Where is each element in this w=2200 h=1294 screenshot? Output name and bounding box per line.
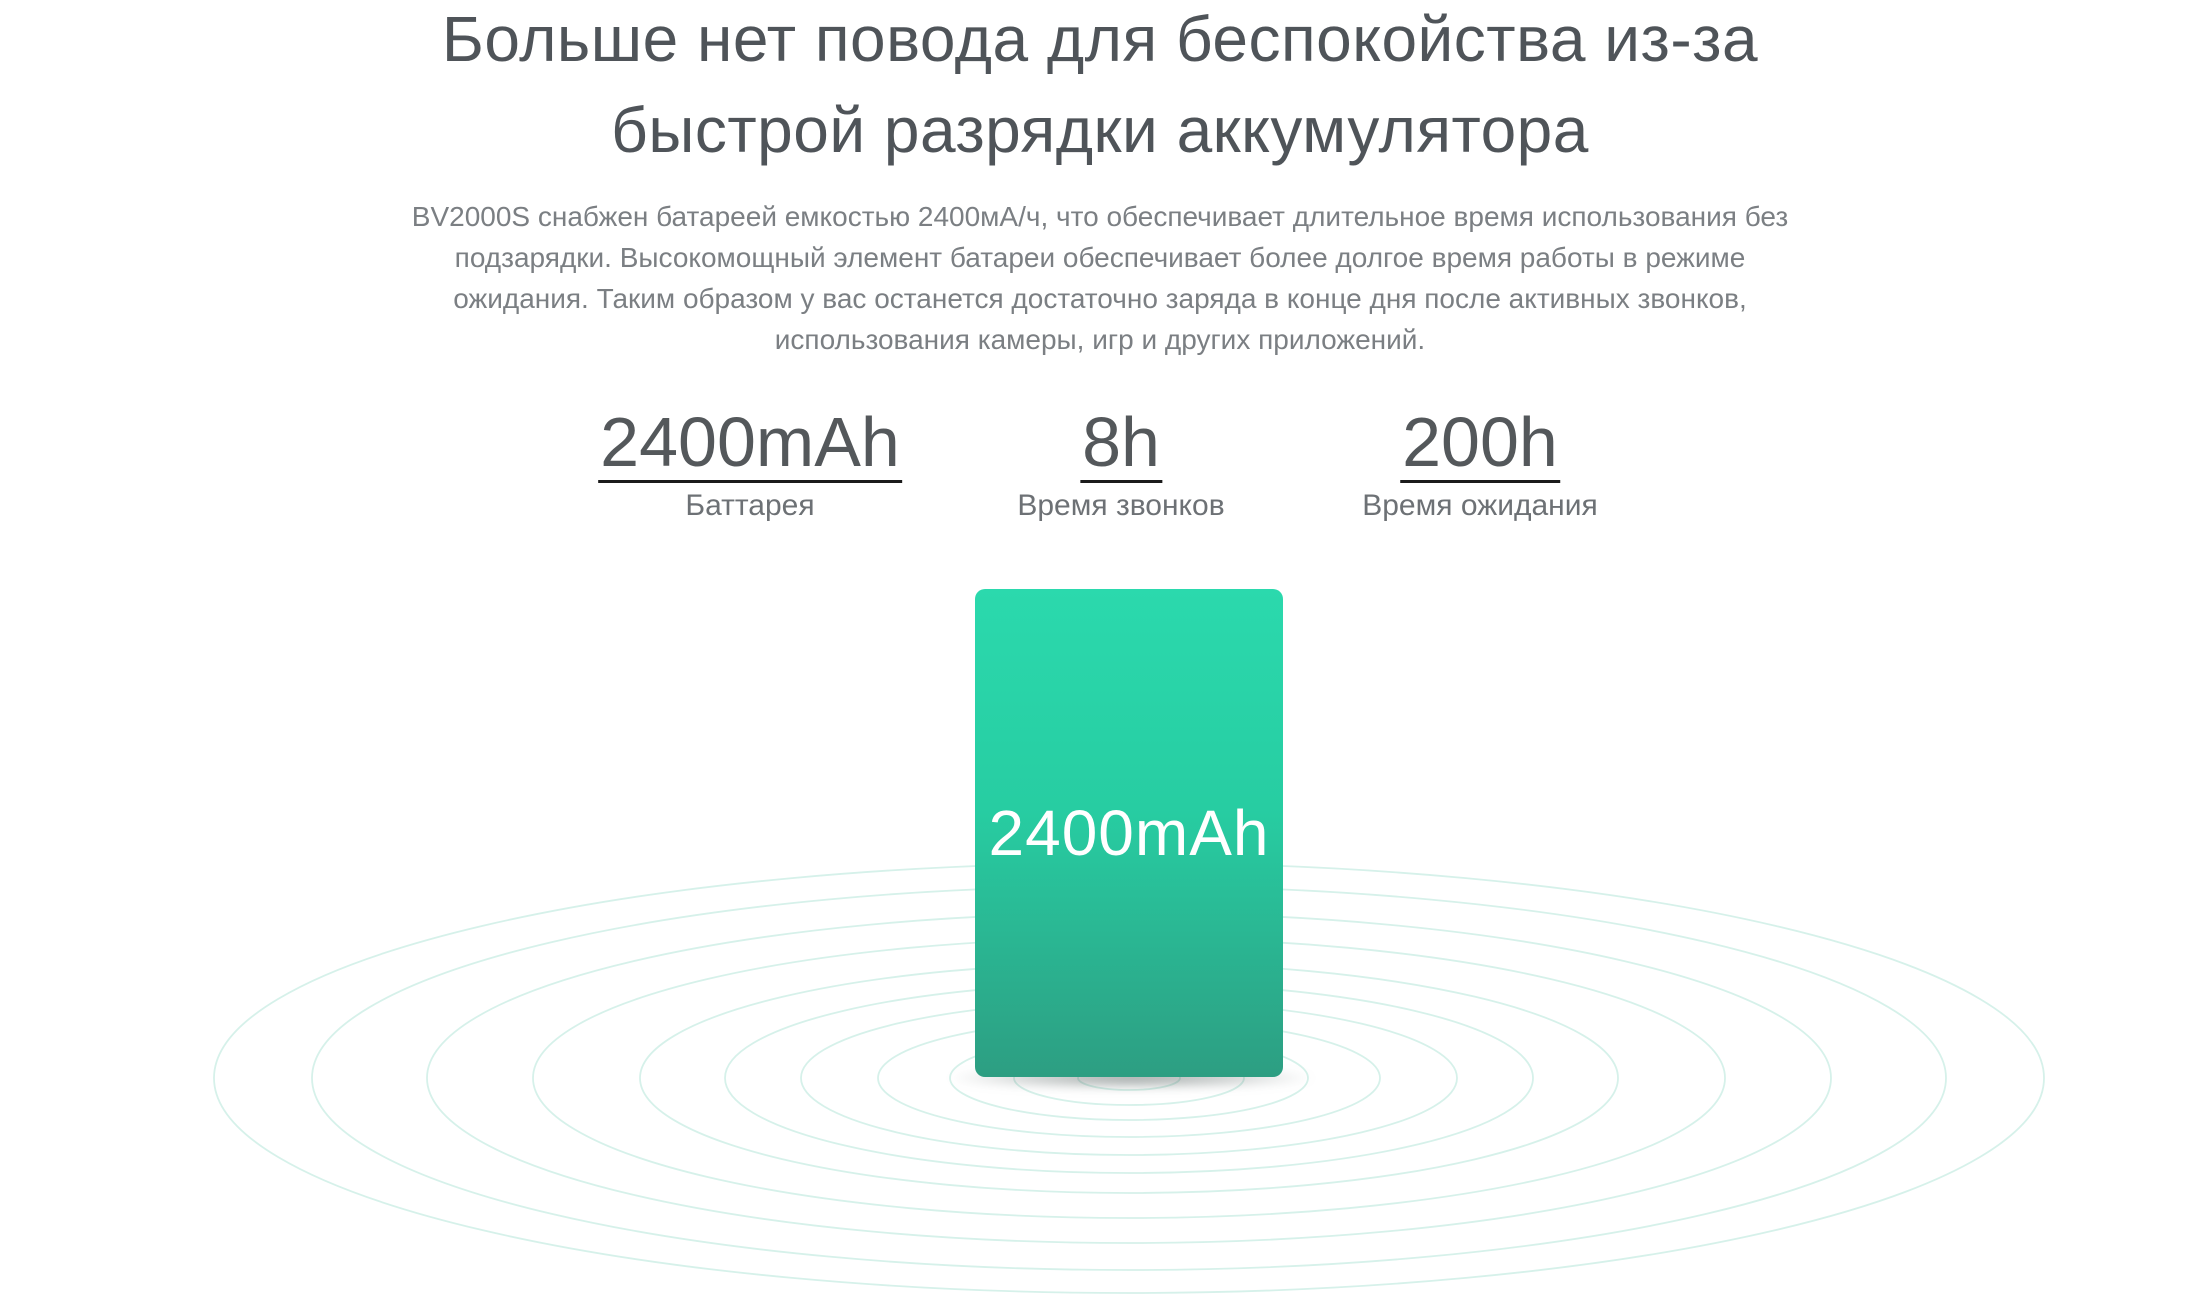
stat-talk-time: 8h Время звонков bbox=[1017, 404, 1224, 523]
stat-standby-time: 200h Время ожидания bbox=[1362, 404, 1598, 523]
battery-capacity-label: 2400mAh bbox=[988, 797, 1270, 869]
stat-label: Время звонков bbox=[1017, 489, 1225, 522]
stat-value: 8h bbox=[1080, 403, 1162, 483]
stat-battery-capacity: 2400mAh Баттарея bbox=[598, 404, 902, 523]
section-description: BV2000S снабжен батареей емкостью 2400мА… bbox=[411, 201, 1789, 355]
stat-label: Баттарея bbox=[685, 489, 815, 522]
battery-graphic: 2400mAh bbox=[975, 589, 1283, 1077]
stat-label: Время ожидания bbox=[1362, 489, 1598, 522]
stat-value: 2400mAh bbox=[598, 403, 902, 483]
stat-value: 200h bbox=[1400, 403, 1560, 483]
section-heading: Больше нет повода для беспокойства из-за… bbox=[441, 3, 1759, 166]
